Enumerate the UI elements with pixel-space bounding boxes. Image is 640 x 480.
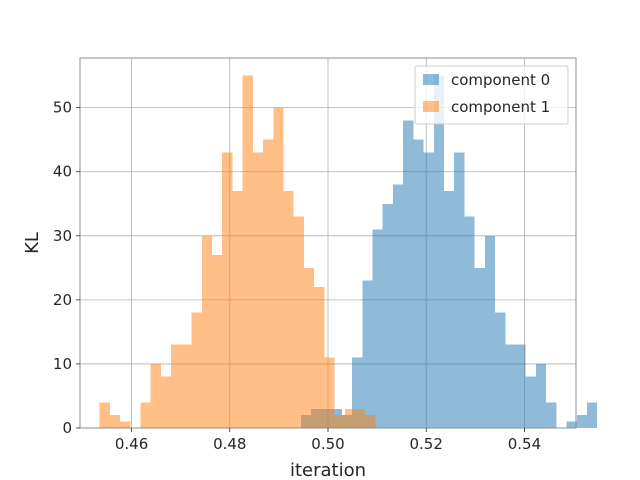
histogram-bar-component-0 bbox=[587, 402, 598, 428]
histogram-bar-component-0 bbox=[525, 376, 536, 428]
histogram-bars bbox=[99, 75, 598, 429]
histogram-bar-component-1 bbox=[191, 312, 202, 428]
histogram-bar-component-1 bbox=[314, 287, 325, 428]
y-tick-label: 40 bbox=[53, 163, 72, 181]
histogram-bar-component-1 bbox=[109, 415, 121, 428]
x-axis-label: iteration bbox=[290, 460, 366, 480]
histogram-bar-component-0 bbox=[495, 312, 506, 428]
histogram-bar-component-1 bbox=[242, 75, 253, 428]
histogram-bar-component-1 bbox=[334, 415, 345, 428]
histogram-bar-component-0 bbox=[464, 216, 475, 428]
legend-swatch-component-0 bbox=[423, 74, 439, 85]
histogram-bar-component-0 bbox=[413, 139, 424, 429]
x-tick-label: 0.54 bbox=[508, 435, 541, 453]
histogram-bar-component-1 bbox=[355, 408, 366, 428]
histogram-bar-component-1 bbox=[181, 344, 192, 428]
histogram-bar-component-1 bbox=[324, 357, 335, 428]
y-axis-ticks: 0 10 20 30 40 50 bbox=[53, 99, 80, 437]
histogram-bar-component-0 bbox=[515, 344, 526, 428]
histogram-bar-component-1 bbox=[222, 152, 233, 428]
x-tick-label: 0.46 bbox=[115, 435, 148, 453]
x-tick-label: 0.52 bbox=[410, 435, 443, 453]
histogram-bar-component-0 bbox=[362, 280, 373, 428]
histogram-bar-component-1 bbox=[212, 255, 223, 428]
histogram-bar-component-0 bbox=[546, 402, 557, 428]
histogram-bar-component-1 bbox=[365, 415, 376, 428]
histogram-bar-component-0 bbox=[576, 415, 588, 428]
histogram-bar-component-0 bbox=[484, 235, 496, 428]
legend-swatch-component-1 bbox=[423, 101, 439, 112]
histogram-bar-component-0 bbox=[454, 152, 465, 428]
y-tick-label: 0 bbox=[62, 419, 72, 437]
histogram-bar-component-0 bbox=[392, 184, 404, 428]
histogram-bar-component-0 bbox=[566, 421, 577, 428]
histogram-bar-component-1 bbox=[160, 376, 172, 428]
histogram-bar-component-1 bbox=[273, 107, 284, 428]
x-axis-ticks: 0.46 0.48 0.50 0.52 0.54 bbox=[115, 428, 541, 453]
histogram-bar-component-1 bbox=[150, 363, 161, 428]
histogram-bar-component-0 bbox=[535, 363, 547, 428]
legend-box bbox=[414, 65, 569, 125]
histogram-bar-component-1 bbox=[140, 402, 151, 428]
histogram-bar-component-1 bbox=[303, 267, 315, 428]
histogram-bar-component-1 bbox=[283, 190, 294, 428]
legend: component 0 component 1 bbox=[414, 65, 569, 125]
histogram-bar-component-1 bbox=[252, 152, 264, 428]
histogram-bar-component-1 bbox=[201, 235, 213, 428]
y-tick-label: 30 bbox=[53, 227, 72, 245]
histogram-bar-component-0 bbox=[423, 152, 434, 428]
x-tick-label: 0.50 bbox=[311, 435, 344, 453]
histogram-bar-component-0 bbox=[443, 190, 455, 428]
y-axis-label: KL bbox=[22, 232, 43, 254]
histogram-bar-component-1 bbox=[99, 402, 110, 428]
legend-label-component-0: component 0 bbox=[451, 71, 550, 89]
histogram-bar-component-1 bbox=[120, 421, 131, 428]
histogram-bar-component-0 bbox=[403, 120, 414, 428]
histogram-bar-component-0 bbox=[474, 267, 485, 428]
histogram-bar-component-1 bbox=[263, 139, 274, 429]
histogram-bar-component-0 bbox=[352, 357, 363, 428]
histogram-bar-component-0 bbox=[433, 75, 444, 428]
histogram-bar-component-1 bbox=[293, 216, 304, 428]
histogram-bar-component-0 bbox=[372, 229, 383, 428]
y-tick-label: 10 bbox=[53, 355, 72, 373]
x-tick-label: 0.48 bbox=[213, 435, 246, 453]
legend-label-component-1: component 1 bbox=[451, 98, 550, 116]
y-tick-label: 20 bbox=[53, 291, 72, 309]
histogram-bar-component-0 bbox=[382, 203, 393, 428]
histogram-bar-component-1 bbox=[171, 344, 182, 428]
histogram-bar-component-0 bbox=[505, 344, 516, 428]
histogram-bar-component-1 bbox=[232, 190, 243, 428]
histogram-bar-component-1 bbox=[344, 408, 356, 428]
y-tick-label: 50 bbox=[53, 99, 72, 117]
